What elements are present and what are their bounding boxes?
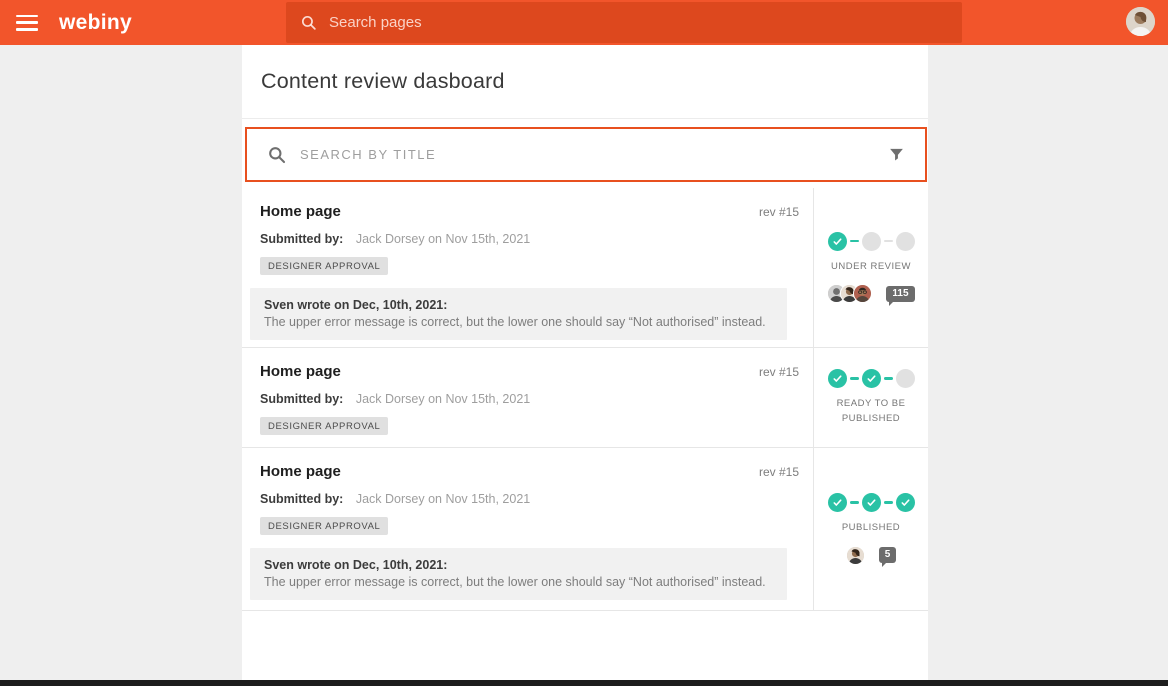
page-title: Content review dasboard <box>261 69 505 93</box>
row-status-panel: UNDER REVIEW 115 <box>813 188 928 347</box>
title-search-bar[interactable] <box>245 127 927 182</box>
status-label: READY TO BE PUBLISHED <box>836 397 906 424</box>
latest-comment: Sven wrote on Dec, 10th, 2021: The upper… <box>250 548 787 600</box>
content-review-card: Content review dasboard Home page rev #1… <box>242 45 928 680</box>
step-done-icon <box>861 368 881 388</box>
global-search-input[interactable] <box>329 14 948 31</box>
workflow-step-badge: DESIGNER APPROVAL <box>260 517 389 535</box>
item-title: Home page <box>260 363 341 380</box>
item-title: Home page <box>260 463 341 480</box>
status-stepper <box>827 231 915 251</box>
workflow-step-badge: DESIGNER APPROVAL <box>260 417 389 435</box>
comment-text: The upper error message is correct, but … <box>264 575 766 589</box>
row-content: Home page rev #15 Submitted by: Jack Dor… <box>242 348 813 447</box>
webiny-logo[interactable]: webiny <box>59 10 132 34</box>
comment-author-line: Sven wrote on Dec, 10th, 2021: <box>264 298 448 312</box>
step-done-icon <box>827 493 847 513</box>
step-pending-icon <box>861 231 881 251</box>
row-status-panel: READY TO BE PUBLISHED <box>813 348 928 447</box>
review-list: Home page rev #15 Submitted by: Jack Dor… <box>242 188 928 611</box>
submitted-by-label: Submitted by: <box>260 392 344 406</box>
search-icon <box>269 147 286 164</box>
step-pending-icon <box>895 231 915 251</box>
item-title: Home page <box>260 203 341 220</box>
reviewer-avatars <box>827 284 873 304</box>
status-stepper <box>827 368 915 388</box>
filter-icon[interactable] <box>888 146 905 163</box>
row-content: Home page rev #15 Submitted by: Jack Dor… <box>242 188 813 347</box>
card-header: Content review dasboard <box>242 45 928 119</box>
row-status-panel: PUBLISHED 5 <box>813 448 928 610</box>
user-avatar[interactable] <box>1126 7 1155 36</box>
title-search-input[interactable] <box>300 147 888 162</box>
step-pending-icon <box>895 368 915 388</box>
review-row-2[interactable]: Home page rev #15 Submitted by: Jack Dor… <box>242 348 928 448</box>
workflow-step-badge: DESIGNER APPROVAL <box>260 257 389 275</box>
latest-comment: Sven wrote on Dec, 10th, 2021: The upper… <box>250 288 787 340</box>
comment-text: The upper error message is correct, but … <box>264 315 766 329</box>
item-revision: rev #15 <box>758 205 799 219</box>
submitted-by-value: Jack Dorsey on Nov 15th, 2021 <box>355 392 531 406</box>
submitted-by-label: Submitted by: <box>260 232 344 246</box>
comments-count-badge[interactable]: 115 <box>886 285 915 306</box>
reviewer-avatar <box>845 545 865 565</box>
step-done-icon <box>827 368 847 388</box>
window-bottom-edge <box>0 680 1168 686</box>
reviewer-avatars <box>845 545 865 565</box>
item-revision: rev #15 <box>758 365 799 379</box>
step-done-icon <box>861 493 881 513</box>
submitted-by-value: Jack Dorsey on Nov 15th, 2021 <box>355 232 531 246</box>
item-revision: rev #15 <box>758 465 799 479</box>
comments-count-badge[interactable]: 5 <box>878 547 897 568</box>
hamburger-menu-icon[interactable] <box>16 14 38 31</box>
reviewer-avatar <box>853 284 873 304</box>
search-icon <box>301 15 316 30</box>
status-label: UNDER REVIEW <box>831 260 911 272</box>
review-row-3[interactable]: Home page rev #15 Submitted by: Jack Dor… <box>242 448 928 611</box>
status-stepper <box>827 493 915 513</box>
step-done-icon <box>895 493 915 513</box>
top-app-bar: webiny <box>0 0 1168 45</box>
comment-author-line: Sven wrote on Dec, 10th, 2021: <box>264 558 448 572</box>
row-content: Home page rev #15 Submitted by: Jack Dor… <box>242 448 813 610</box>
step-done-icon <box>827 231 847 251</box>
review-row-1[interactable]: Home page rev #15 Submitted by: Jack Dor… <box>242 188 928 348</box>
global-search-bar[interactable] <box>286 2 962 43</box>
status-label: PUBLISHED <box>841 522 901 534</box>
submitted-by-value: Jack Dorsey on Nov 15th, 2021 <box>355 492 531 506</box>
submitted-by-label: Submitted by: <box>260 492 344 506</box>
